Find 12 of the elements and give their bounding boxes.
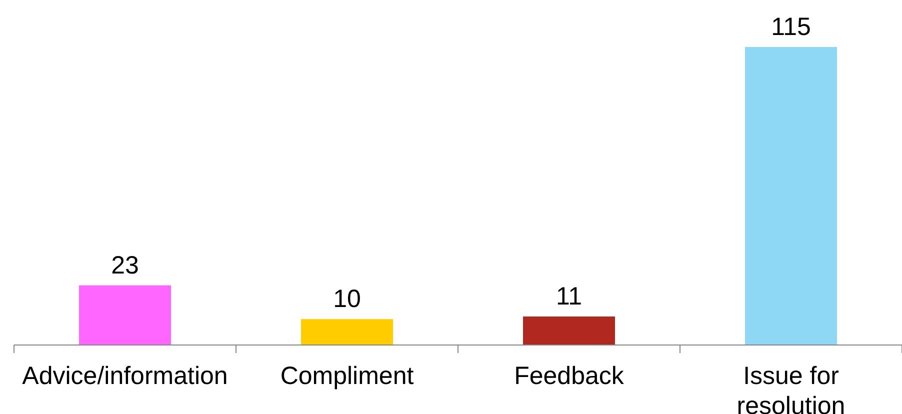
x-tick-label: Advice/information bbox=[22, 362, 228, 390]
data-label: 23 bbox=[111, 251, 139, 280]
bar bbox=[301, 319, 393, 345]
bar bbox=[745, 47, 837, 345]
x-tick-label: Issue for resolution bbox=[736, 362, 846, 414]
bar bbox=[523, 316, 615, 345]
x-tick-label: Feedback bbox=[514, 362, 624, 390]
data-label: 115 bbox=[771, 13, 811, 41]
x-tick-label: Compliment bbox=[280, 362, 414, 390]
data-label: 11 bbox=[556, 282, 582, 310]
data-label: 10 bbox=[333, 285, 361, 314]
bar bbox=[79, 285, 171, 345]
